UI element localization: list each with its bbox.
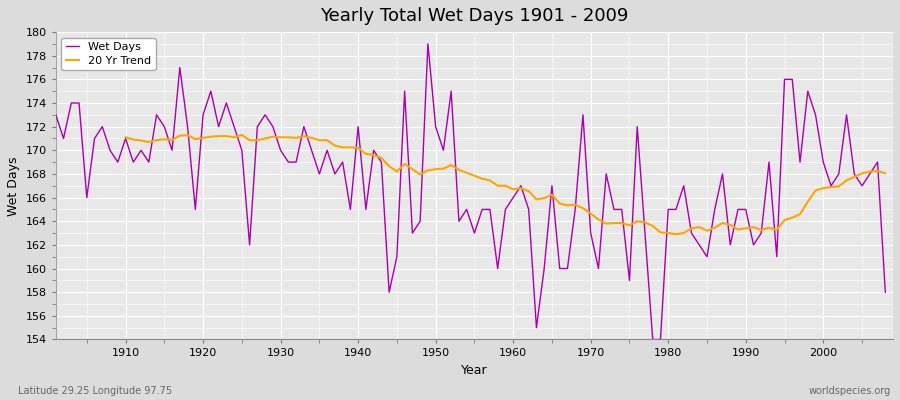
- 20 Yr Trend: [237, 132, 248, 137]
- Wet Days: [50, 112, 61, 117]
- Text: Latitude 29.25 Longitude 97.75: Latitude 29.25 Longitude 97.75: [18, 386, 172, 396]
- Wet Days: [422, 42, 433, 46]
- 20 Yr Trend: [670, 232, 681, 237]
- 20 Yr Trend: [121, 135, 131, 140]
- Wet Days: [880, 290, 891, 294]
- Wet Days: [647, 337, 658, 342]
- Wet Days: [136, 148, 147, 153]
- 20 Yr Trend: [508, 187, 518, 192]
- Wet Days: [779, 77, 790, 82]
- 20 Yr Trend: [733, 227, 743, 232]
- Text: worldspecies.org: worldspecies.org: [809, 386, 891, 396]
- 20 Yr Trend: [306, 136, 317, 140]
- 20 Yr Trend: [361, 152, 372, 156]
- Y-axis label: Wet Days: Wet Days: [7, 156, 20, 216]
- X-axis label: Year: Year: [461, 364, 488, 377]
- 20 Yr Trend: [531, 197, 542, 202]
- Wet Days: [724, 242, 735, 247]
- 20 Yr Trend: [329, 143, 340, 148]
- Legend: Wet Days, 20 Yr Trend: Wet Days, 20 Yr Trend: [61, 38, 156, 70]
- Wet Days: [795, 160, 806, 164]
- Wet Days: [182, 124, 193, 129]
- Line: 20 Yr Trend: 20 Yr Trend: [126, 135, 886, 234]
- Wet Days: [446, 89, 456, 94]
- Line: Wet Days: Wet Days: [56, 44, 886, 340]
- 20 Yr Trend: [880, 171, 891, 176]
- Title: Yearly Total Wet Days 1901 - 2009: Yearly Total Wet Days 1901 - 2009: [320, 7, 628, 25]
